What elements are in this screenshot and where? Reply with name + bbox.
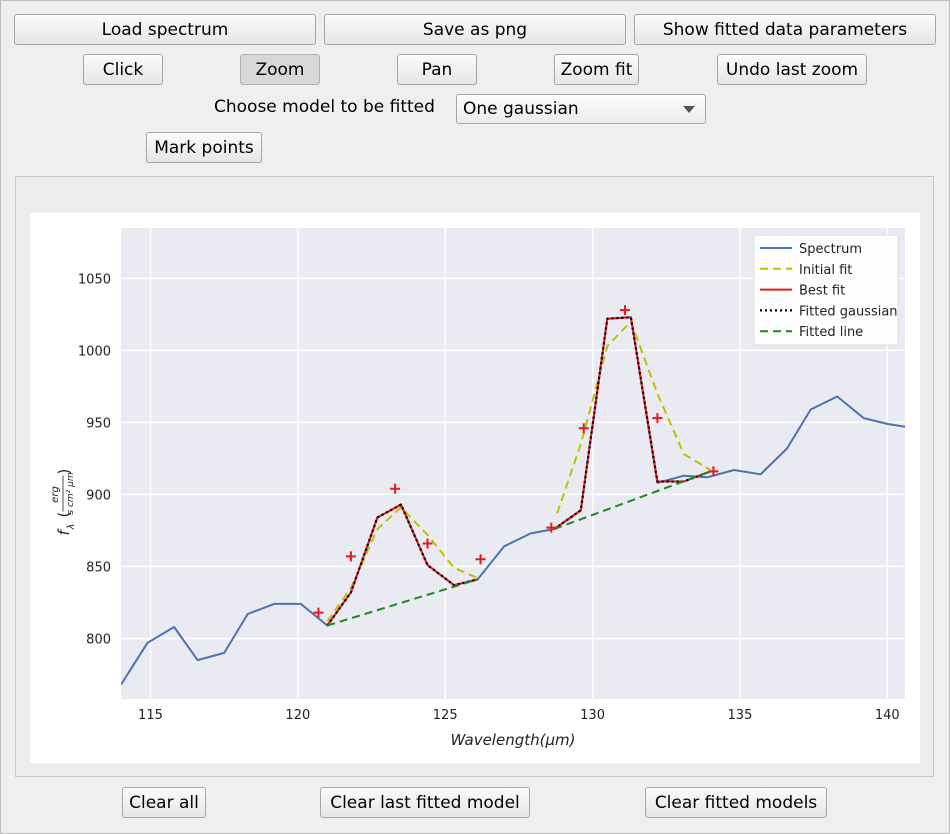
y-axis-label-subscript: λ (66, 524, 77, 531)
mark-points-button[interactable]: Mark points (146, 132, 262, 163)
marked-point (620, 305, 630, 316)
marked-point (578, 423, 589, 434)
save-png-button[interactable]: Save as png (324, 14, 626, 45)
marked-point (708, 466, 719, 477)
chevron-down-icon[interactable] (683, 106, 695, 113)
model-select-value: One gaussian (463, 99, 579, 119)
y-tick-label: 850 (86, 560, 111, 575)
spectrum-chart[interactable]: 115 120 125 130 135 140 800 850 900 950 1000 1050 Wa… (16, 177, 933, 776)
series-line-spectrum (121, 316, 905, 686)
series-line-fitted-line-2 (553, 470, 711, 530)
marked-point (390, 483, 401, 494)
y-axis-label-paren-open: ( (55, 512, 73, 518)
y-axis-label: fλ ( erg s cm² μm) (50, 469, 77, 536)
y-axis-label-numerator: erg (50, 486, 61, 503)
zoom-fit-button[interactable]: Zoom fit (554, 54, 639, 85)
y-axis-label-paren-close: ) (55, 469, 73, 475)
load-spectrum-button[interactable]: Load spectrum (14, 14, 316, 45)
y-tick-label: 1000 (78, 344, 111, 359)
x-tick-label: 130 (580, 708, 605, 723)
y-axis-label-symbol: f (55, 528, 73, 536)
x-tick-label: 135 (728, 708, 753, 723)
plot-lines (121, 305, 905, 686)
plot-panel[interactable]: 115 120 125 130 135 140 800 850 900 950 1000 1050 Wa… (15, 176, 934, 777)
legend-box (753, 234, 899, 346)
marked-point (475, 554, 486, 565)
x-tick-label: 115 (138, 708, 163, 723)
y-tick-label: 800 (86, 633, 111, 648)
x-tick-label: 120 (285, 708, 310, 723)
zoom-mode-button[interactable]: Zoom (240, 54, 320, 85)
x-tick-label: 125 (433, 708, 458, 723)
legend-label: Fitted line (799, 325, 863, 340)
y-tick-label: 950 (86, 416, 111, 431)
show-fitted-parameters-button[interactable]: Show fitted data parameters (634, 14, 936, 45)
click-mode-button[interactable]: Click (83, 54, 163, 85)
x-tick-label: 140 (875, 708, 900, 723)
marked-point (345, 551, 356, 562)
y-tick-label: 1050 (78, 272, 111, 287)
series-line-best-fit-2 (553, 316, 711, 530)
undo-last-zoom-button[interactable]: Undo last zoom (717, 54, 867, 85)
series-line-initial-fit (326, 506, 478, 622)
series-line-fitted-gaussian (326, 503, 478, 627)
pan-mode-button[interactable]: Pan (397, 54, 477, 85)
legend-label: Initial fit (799, 263, 852, 278)
marked-point (546, 522, 557, 533)
x-axis-label: Wavelength(μm) (451, 731, 576, 749)
y-tick-label: 900 (86, 488, 111, 503)
marked-point (313, 607, 324, 618)
marked-point (652, 413, 663, 424)
clear-fitted-models-button[interactable]: Clear fitted models (645, 787, 827, 818)
model-select[interactable]: One gaussian (456, 94, 706, 124)
clear-all-button[interactable]: Clear all (122, 787, 206, 818)
series-line-fitted-line (327, 578, 478, 627)
legend-label: Fitted gaussian (799, 304, 898, 319)
legend-label: Spectrum (799, 242, 862, 257)
model-select-label: Choose model to be fitted (214, 97, 435, 117)
legend-label: Best fit (799, 284, 845, 299)
y-axis-label-denominator: s cm² μm (66, 472, 76, 514)
marked-point (422, 538, 433, 549)
clear-last-fitted-model-button[interactable]: Clear last fitted model (320, 787, 530, 818)
